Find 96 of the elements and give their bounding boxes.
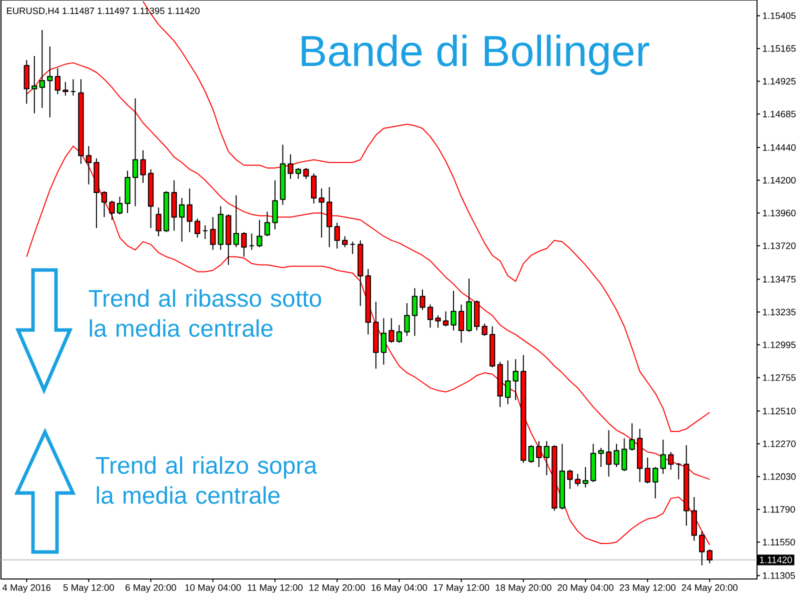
candlestick <box>156 207 162 237</box>
candlestick <box>427 304 434 328</box>
y-tick-label: 1.14440 <box>762 144 796 151</box>
candlestick <box>233 194 240 248</box>
candlestick <box>241 232 247 258</box>
candlestick <box>116 196 123 215</box>
candlestick <box>295 167 302 180</box>
candlestick <box>140 150 146 184</box>
candlestick <box>310 172 317 204</box>
candlestick <box>512 358 518 401</box>
y-tick-label: 1.14685 <box>762 110 796 118</box>
candlestick <box>450 290 456 331</box>
x-tick-label: 6 May 20:00 <box>126 584 176 593</box>
y-tick-label: 1.13475 <box>762 276 796 283</box>
candlestick <box>264 211 270 237</box>
x-tick-label: 23 May 12:00 <box>620 584 676 593</box>
x-tick-label: 10 May 04:00 <box>185 584 241 593</box>
candlestick <box>32 55 38 114</box>
candlestick <box>544 440 550 476</box>
y-tick-label: 1.11550 <box>762 538 795 546</box>
candlestick <box>186 188 192 233</box>
y-tick-label: 1.15405 <box>762 12 796 19</box>
candlestick <box>676 462 682 480</box>
candlestick <box>660 439 666 474</box>
candlestick <box>47 46 53 118</box>
candlestick <box>420 288 426 310</box>
candlestick <box>194 218 200 238</box>
y-tick-label: 1.12270 <box>762 440 796 448</box>
candlestick <box>318 188 324 238</box>
candlestick <box>334 222 340 250</box>
candlestick <box>109 200 115 220</box>
candlestick <box>598 447 604 468</box>
candlestick <box>248 233 255 250</box>
candlestick <box>505 360 511 405</box>
candlestick <box>652 466 658 499</box>
candlestick <box>350 241 356 254</box>
candlestick <box>442 310 449 327</box>
x-tick-label: 12 May 20:00 <box>310 584 365 593</box>
candlestick <box>629 422 635 452</box>
candlestick <box>70 78 76 96</box>
candlestick <box>388 318 394 344</box>
candlestick <box>458 304 464 344</box>
candlestick <box>210 216 216 250</box>
candlestick <box>528 444 534 464</box>
candlestick <box>435 314 441 328</box>
candlestick <box>62 81 68 96</box>
candlestick <box>101 190 108 218</box>
candlestick <box>482 323 488 336</box>
candlestick <box>567 469 573 490</box>
ref-line-label: 1.11420 <box>760 556 792 564</box>
x-tick-label: 17 May 12:00 <box>434 584 490 593</box>
y-tick-label: 1.12030 <box>762 473 796 480</box>
candlestick <box>202 224 208 240</box>
candlestick <box>303 167 309 180</box>
y-tick-label: 1.11305 <box>762 572 795 579</box>
annotation: Trend al ribasso sotto la media centrale <box>88 289 322 337</box>
candlestick <box>412 288 418 336</box>
candlestick <box>342 236 348 248</box>
candlestick <box>582 466 588 488</box>
y-tick-label: 1.14925 <box>762 78 796 85</box>
y-tick-label: 1.11790 <box>762 506 795 513</box>
y-tick-label: 1.13720 <box>762 242 796 250</box>
y-tick-label: 1.12510 <box>762 408 796 414</box>
y-tick-label: 1.14200 <box>762 176 796 184</box>
y-tick-label: 1.12755 <box>762 374 796 381</box>
x-tick-label: 18 May 20:00 <box>496 584 552 593</box>
candlestick <box>668 452 674 470</box>
candlestick <box>621 438 628 472</box>
x-tick-label: 11 May 12:00 <box>248 584 303 593</box>
x-tick-label: 5 May 12:00 <box>63 584 114 593</box>
candlestick <box>644 456 650 484</box>
x-tick-label: 16 May 04:00 <box>372 584 428 593</box>
x-tick-label: 20 May 04:00 <box>558 584 614 593</box>
candlestick <box>606 430 612 478</box>
candlestick <box>54 68 60 95</box>
candlestick <box>614 443 620 468</box>
y-tick-label: 1.13235 <box>762 308 796 316</box>
candlestick <box>179 198 185 242</box>
candlestick <box>272 180 278 230</box>
x-tick-label: 4 May 2016 <box>2 584 51 593</box>
candlestick <box>256 219 262 248</box>
candlestick <box>396 324 402 344</box>
candlestick <box>706 548 712 564</box>
candlestick <box>380 318 386 366</box>
candlestick <box>39 30 45 108</box>
y-tick-label: 1.13960 <box>762 210 796 216</box>
candlestick <box>132 98 138 207</box>
y-tick-label: 1.12995 <box>762 342 796 348</box>
candlestick <box>574 473 581 487</box>
candlestick <box>288 154 294 180</box>
candlestick <box>536 440 542 468</box>
candlestick <box>404 302 410 336</box>
text: Bande di Bollinger <box>302 34 650 75</box>
annotation: Trend al rialzo sopra la media centrale <box>96 456 318 504</box>
y-tick-label: 1.15165 <box>762 45 796 52</box>
x-tick-label: 24 May 20:00 <box>682 584 738 593</box>
